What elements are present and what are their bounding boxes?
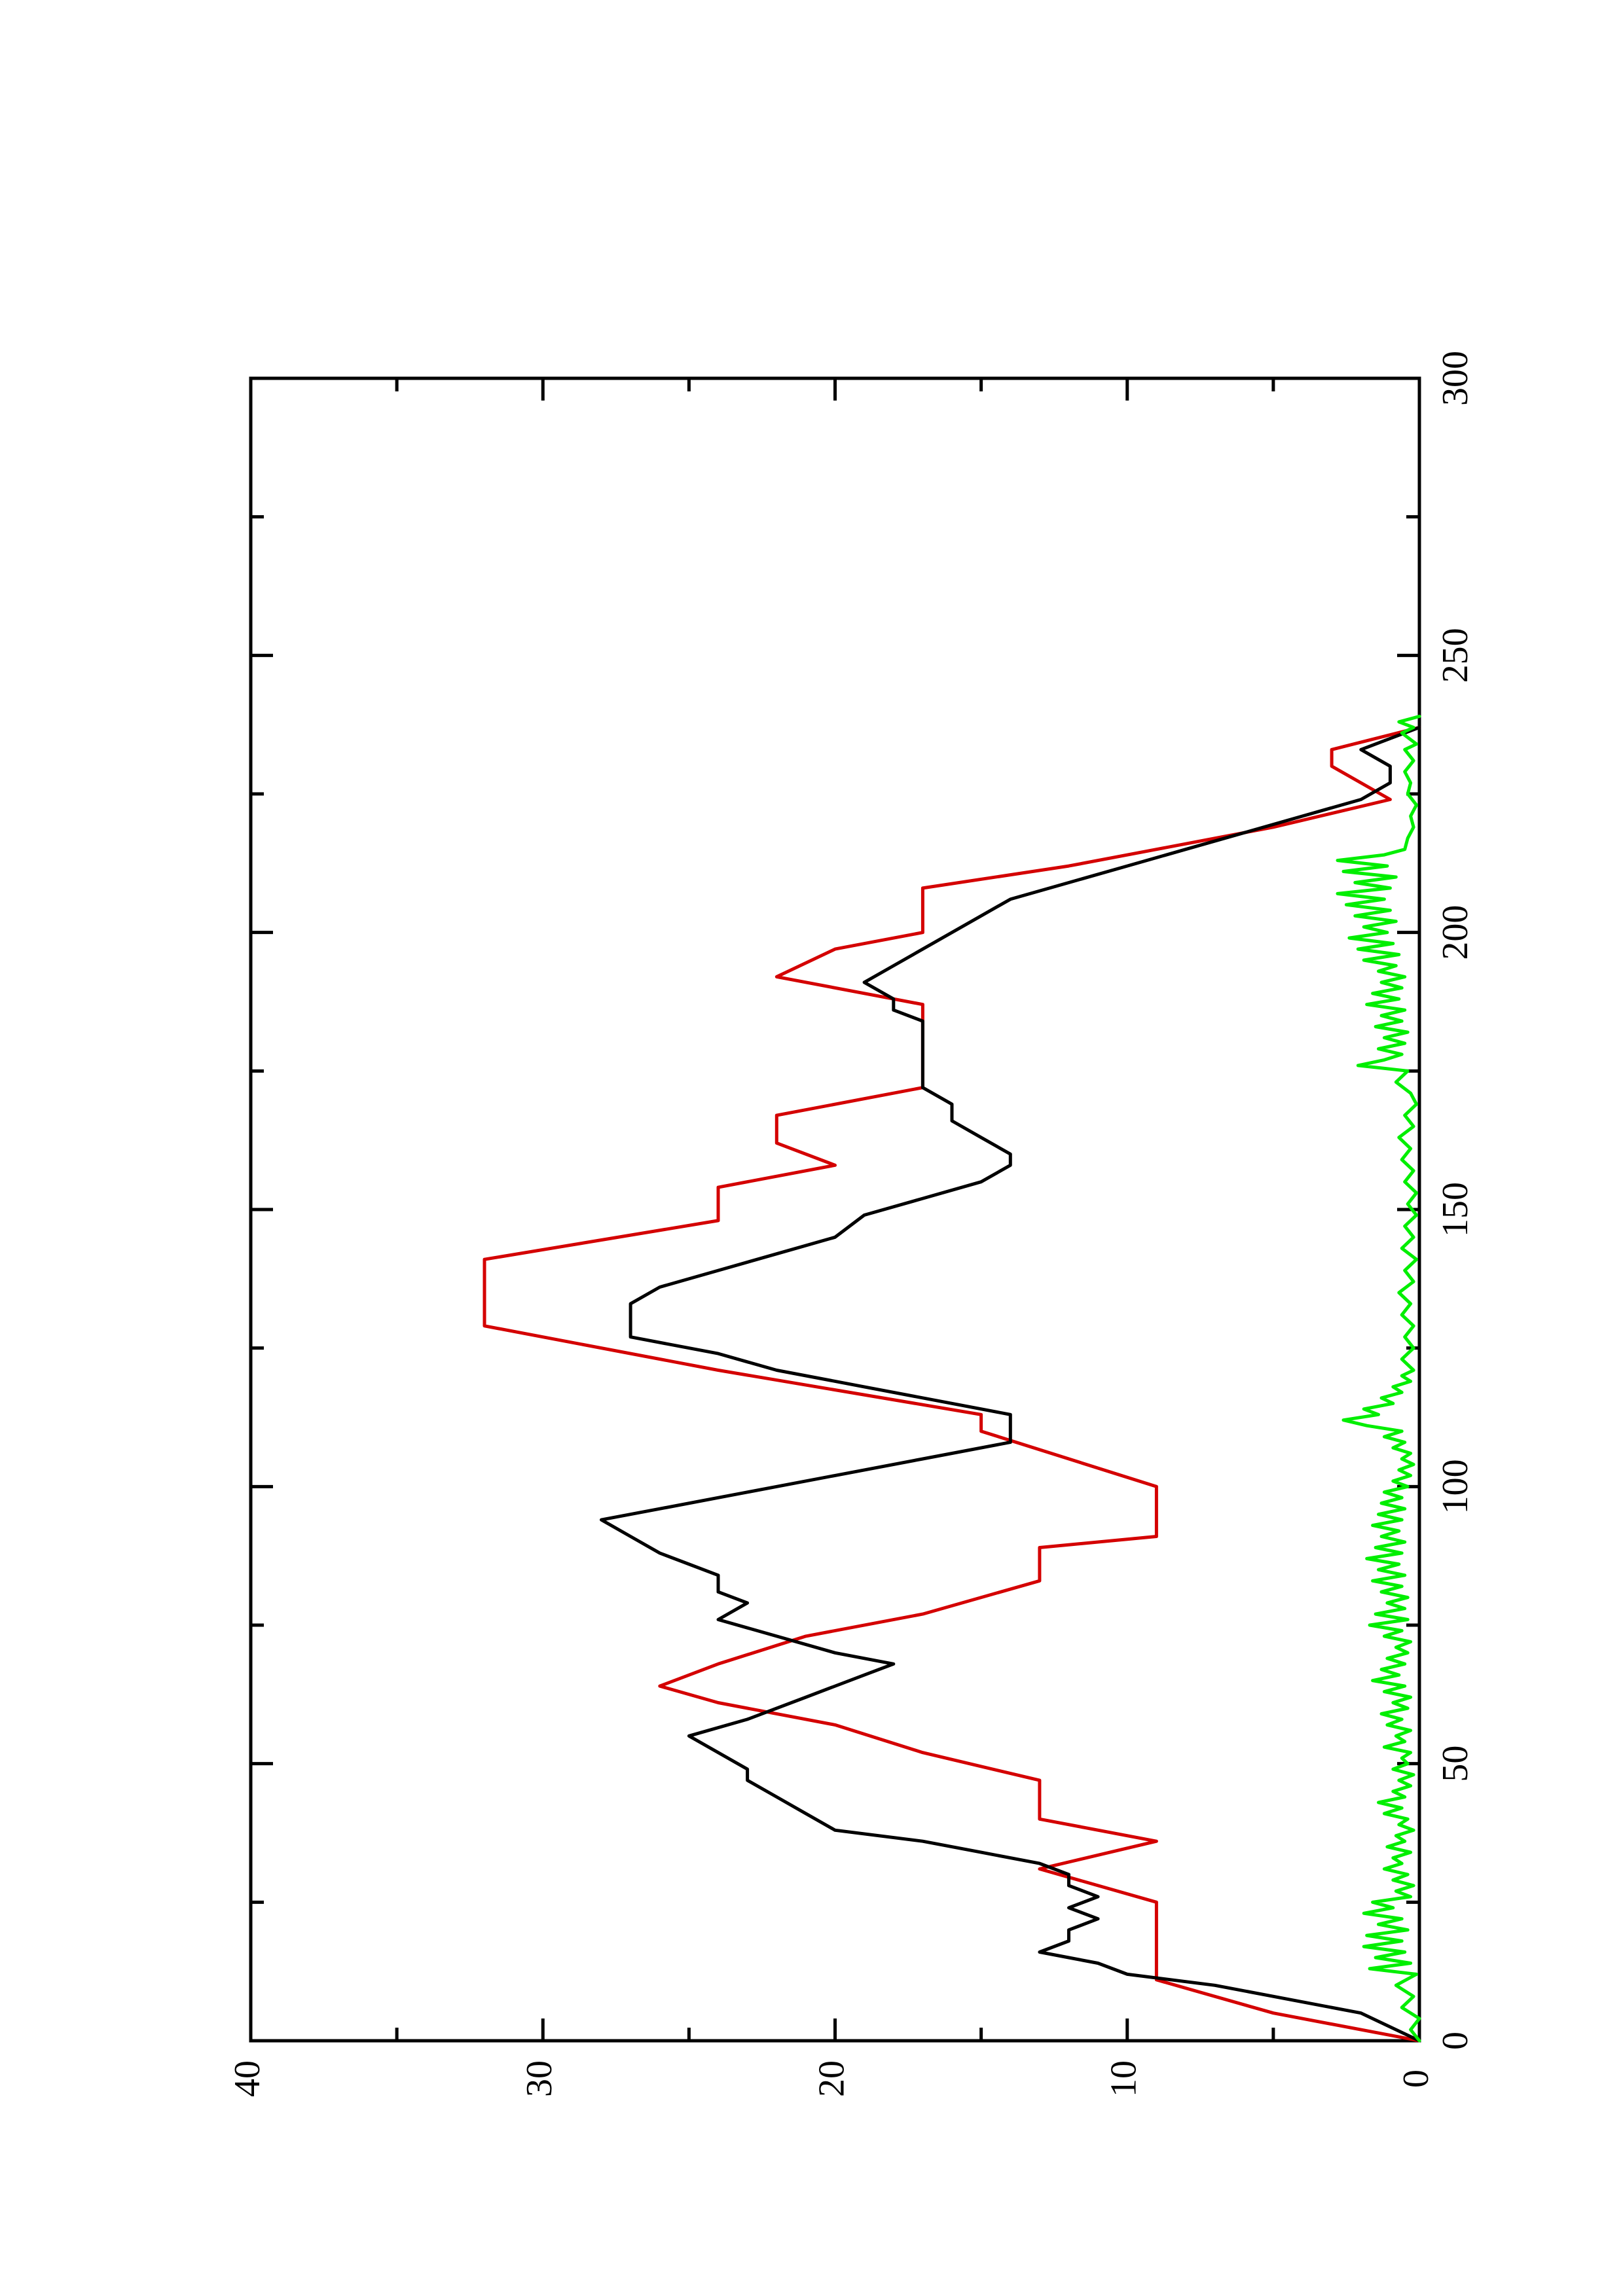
y-tick-label: 20 [811, 2060, 852, 2097]
x-tick-label: 50 [1435, 1746, 1476, 1782]
x-tick-label: 200 [1435, 905, 1476, 960]
series-line-3 [1336, 715, 1421, 2043]
x-tick-label: 300 [1435, 351, 1476, 406]
x-tick-label: 150 [1435, 1182, 1476, 1237]
series-line-2 [600, 725, 1421, 2043]
x-tick-label: 100 [1435, 1459, 1476, 1514]
x-tick-label: 0 [1435, 2032, 1476, 2050]
y-tick-label: 40 [227, 2060, 268, 2097]
series-line-1 [483, 725, 1421, 2043]
y-tick-label: 30 [519, 2060, 560, 2097]
y-tick-label: 0 [1396, 2070, 1436, 2088]
y-tick-label: 10 [1104, 2060, 1144, 2097]
plot-area: 0 50 100 150 200 250 300 0 10 20 30 40 [227, 351, 1476, 2097]
x-tick-label: 250 [1435, 628, 1476, 683]
plot-frame [249, 376, 1421, 2043]
